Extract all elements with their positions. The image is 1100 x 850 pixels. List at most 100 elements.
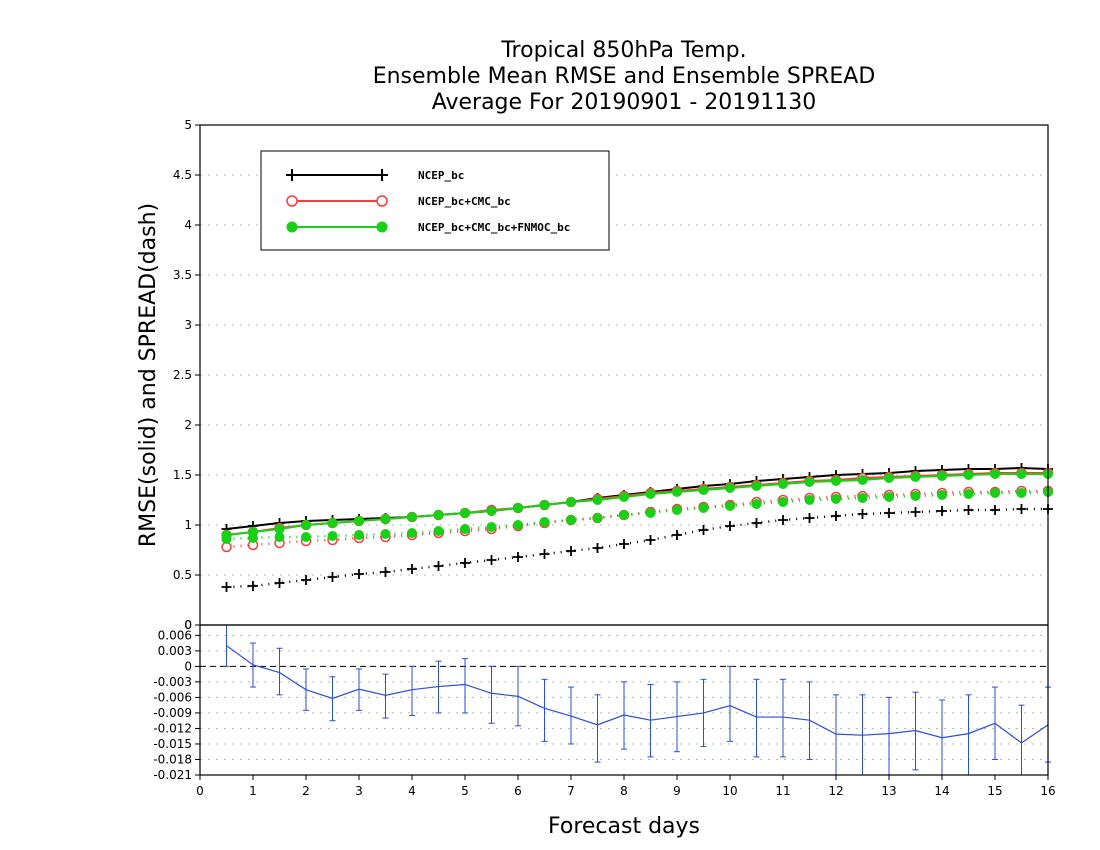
x-tick-label: 11 — [775, 784, 790, 798]
series-3-rmse-point — [486, 506, 497, 516]
x-tick-label: 15 — [987, 784, 1002, 798]
legend-label-ncep-cmc: NCEP_bc+CMC_bc — [418, 195, 511, 208]
series-3-rmse-point — [354, 516, 364, 526]
series-3-spread-line — [226, 490, 1049, 541]
top-y-tick-label: 0 — [184, 618, 192, 632]
top-y-tick-label: 4.5 — [173, 168, 192, 182]
series-3-spread-point — [804, 495, 815, 505]
series-3-rmse-point — [592, 495, 603, 505]
title-line-1: Tropical 850hPa Temp. — [500, 38, 746, 63]
series-1-spread-point — [380, 567, 391, 577]
series-1-spread-point — [804, 513, 815, 523]
series-1-spread-point — [751, 518, 762, 528]
top-y-tick-label: 0.5 — [173, 568, 192, 582]
series-3-spread-point — [433, 526, 444, 536]
chart-title: Tropical 850hPa Temp. Ensemble Mean RMSE… — [373, 38, 876, 115]
top-y-tick-label: 3 — [184, 318, 192, 332]
series-3-spread-point — [645, 508, 656, 518]
series-3-rmse-point — [751, 481, 762, 491]
series-3-rmse-point — [645, 489, 656, 499]
series-3-rmse-point — [460, 508, 470, 518]
title-line-2: Ensemble Mean RMSE and Ensemble SPREAD — [373, 64, 876, 89]
series-1-spread-point — [221, 582, 232, 592]
series-3-spread-point — [327, 531, 338, 541]
legend-entry-ncep-cmc-fnmoc: NCEP_bc+CMC_bc+FNMOC_bc — [286, 221, 570, 234]
series-1-spread-line — [226, 507, 1048, 589]
series-1-spread-point — [486, 555, 497, 565]
series-1-spread-point — [566, 546, 576, 556]
series-3-rmse-point — [513, 503, 523, 513]
series-3-rmse-point — [672, 487, 682, 497]
series-1-spread-point — [831, 511, 841, 521]
series-3-rmse-point — [857, 475, 868, 485]
series-3-rmse-point — [433, 510, 444, 520]
series-3-spread-point — [910, 491, 921, 501]
bottom-y-tick-label: -0.006 — [153, 690, 192, 704]
bottom-panel-axes: 0.0060.0030-0.003-0.006-0.009-0.012-0.01… — [153, 618, 1055, 798]
series-1-spread-point — [460, 558, 470, 568]
series-3-spread-point — [301, 532, 311, 542]
series-1-spread-point — [301, 575, 311, 585]
series-1-spread-point — [963, 505, 974, 515]
x-tick-label: 6 — [514, 784, 522, 798]
series-3-rmse-point — [937, 471, 947, 481]
series-3-rmse-point — [778, 479, 788, 489]
series-3-rmse-point — [301, 520, 311, 530]
x-tick-label: 2 — [302, 784, 310, 798]
top-y-tick-label: 3.5 — [173, 268, 192, 282]
x-tick-label: 0 — [196, 784, 204, 798]
legend-marker-ncep-cmc-fnmoc-right — [376, 221, 388, 233]
title-line-3: Average For 20190901 - 20191130 — [432, 90, 817, 115]
series-3-spread-point — [1016, 488, 1027, 498]
series-1-spread-point — [910, 507, 921, 517]
series-1-spread-point — [539, 549, 550, 559]
series-3-rmse-point — [963, 470, 974, 480]
top-y-tick-label: 2.5 — [173, 368, 192, 382]
series-3-spread-point — [513, 520, 523, 530]
series-3-rmse-point — [831, 476, 841, 486]
x-tick-label: 7 — [567, 784, 575, 798]
bottom-y-tick-label: 0.003 — [158, 644, 192, 658]
x-tick-label: 9 — [673, 784, 681, 798]
series-1-spread-point — [592, 543, 603, 553]
series-3-spread-point — [778, 497, 788, 507]
series-3-rmse-point — [380, 514, 391, 524]
legend-marker-ncep-cmc-right — [376, 195, 388, 207]
bottom-panel-series — [223, 624, 1051, 776]
series-3-spread-point — [963, 489, 974, 499]
legend-entry-ncep-bc: NCEP_bc — [286, 169, 464, 182]
series-3-rmse-line — [226, 473, 1048, 536]
series-3-rmse-point — [619, 492, 629, 502]
top-panel-series — [221, 463, 1054, 592]
bottom-y-tick-label: -0.003 — [153, 675, 192, 689]
series-3-rmse-point — [539, 500, 550, 510]
x-tick-label: 4 — [408, 784, 416, 798]
top-y-tick-label: 4 — [184, 218, 192, 232]
series-1-spread-point — [672, 530, 682, 540]
series-3-rmse-point — [910, 472, 921, 482]
series-3-rmse-point — [274, 524, 285, 534]
series-1-spread-point — [937, 506, 947, 516]
bottom-panel-top-label: 0 — [184, 618, 192, 632]
top-y-tick-label: 5 — [184, 118, 192, 132]
series-1-spread-point — [725, 521, 735, 531]
series-1-spread-point — [433, 561, 444, 571]
series-3-spread-point — [380, 529, 391, 539]
series-1-spread-point — [274, 578, 285, 588]
series-3-spread-point — [937, 490, 947, 500]
bottom-y-tick-label: 0 — [184, 659, 192, 673]
series-1-spread-point — [619, 539, 629, 549]
difference-line — [226, 645, 1049, 744]
x-tick-label: 13 — [881, 784, 896, 798]
series-1-spread-point — [327, 572, 338, 582]
x-tick-label: 8 — [620, 784, 628, 798]
series-3-rmse-point — [698, 485, 709, 495]
series-3-rmse-point — [327, 518, 338, 528]
series-3-spread-point — [698, 503, 709, 513]
series-2-rmse-line — [226, 472, 1048, 536]
series-3-spread-point — [407, 528, 417, 538]
series-1-spread-point — [884, 508, 894, 518]
bottom-y-tick-label: 0.006 — [158, 628, 192, 642]
series-3-spread-point — [354, 530, 364, 540]
